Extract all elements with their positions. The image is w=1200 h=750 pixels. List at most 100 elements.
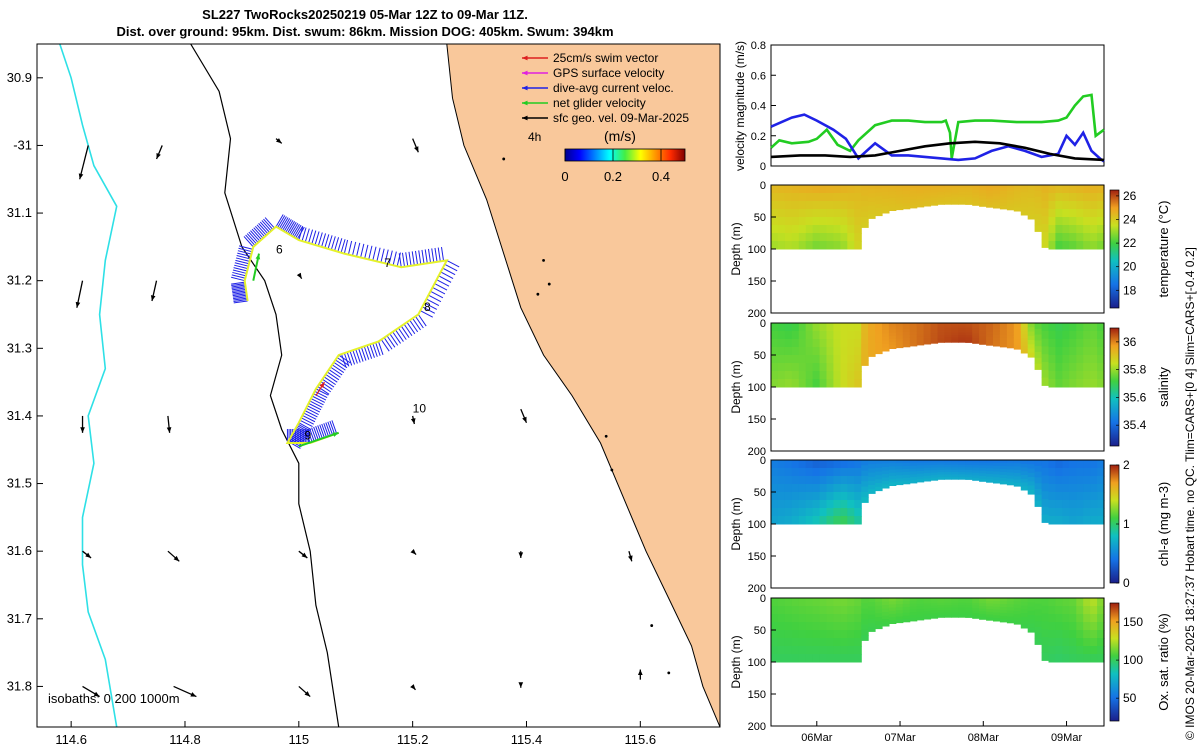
section-cell	[1055, 500, 1063, 509]
section-cell	[1013, 204, 1022, 209]
section-cell	[902, 468, 911, 473]
section-cell	[784, 622, 793, 631]
section-cell	[1062, 185, 1070, 194]
section-cell	[916, 187, 925, 191]
section-cell	[791, 638, 800, 647]
section-cell	[1006, 344, 1015, 349]
section-cell	[1006, 601, 1015, 605]
section-cell	[1020, 620, 1029, 625]
geo-velocity-arrow-9	[410, 415, 416, 425]
section-ytick-label-1: 50	[754, 625, 766, 637]
section-cell	[791, 630, 800, 639]
section-cell	[1048, 460, 1056, 469]
section-cell	[805, 339, 814, 348]
dive-avg-vector	[328, 369, 341, 378]
net-velocity-arrow-shaft	[298, 431, 339, 448]
section-cell	[951, 323, 959, 326]
section-cell	[1048, 225, 1056, 234]
section-cell	[1062, 508, 1070, 517]
map-ytick-label-2: 31.1	[7, 205, 32, 220]
dive-avg-vector	[307, 405, 321, 413]
section-cell	[902, 615, 911, 620]
section-cell	[882, 467, 890, 471]
dive-avg-vector	[358, 348, 364, 362]
dive-avg-vector	[303, 412, 317, 420]
section-cell	[840, 185, 848, 194]
section-cell	[923, 341, 932, 345]
section-cell	[999, 199, 1008, 204]
section-cell	[1006, 478, 1015, 483]
section-cell	[1097, 500, 1105, 509]
dive-avg-vector	[235, 257, 250, 262]
section-cell	[805, 233, 814, 242]
section-cell	[986, 336, 994, 341]
section-cell	[979, 608, 987, 612]
section-cell	[805, 193, 814, 202]
section-cell	[771, 217, 779, 226]
section-cell	[923, 187, 932, 191]
section-cell	[1048, 379, 1056, 388]
section-cell	[819, 460, 828, 469]
section-cell	[1041, 613, 1050, 622]
net-velocity-arrow	[298, 431, 339, 448]
geo-velocity-arrow-4-head	[75, 301, 81, 308]
section-cell	[854, 363, 862, 372]
section-cell	[1041, 637, 1050, 646]
dive-avg-vector	[293, 224, 302, 238]
section-cell	[1076, 331, 1084, 340]
geo-velocity-arrow-20-head	[410, 684, 416, 690]
section-cell	[937, 339, 945, 343]
section-cell	[1062, 363, 1070, 372]
section-cell	[972, 472, 980, 476]
section-cell	[875, 326, 883, 332]
section-cell	[1027, 185, 1036, 190]
section-cell	[979, 338, 987, 343]
section-cell	[1083, 476, 1091, 485]
section-cell	[944, 607, 952, 611]
section-cell	[840, 476, 848, 485]
section-cell	[1097, 225, 1105, 234]
section-cell	[1020, 486, 1029, 491]
section-cell	[1062, 606, 1070, 615]
section-cell	[771, 193, 779, 202]
section-cell	[1020, 323, 1029, 328]
section-cell	[833, 225, 841, 234]
section-cell	[1034, 202, 1043, 209]
section-cell	[909, 462, 918, 467]
section-cell	[930, 330, 939, 334]
section-cell	[930, 477, 939, 481]
section-cell	[1090, 209, 1098, 218]
dive-avg-vector	[317, 232, 323, 247]
section-cell	[993, 474, 1001, 478]
section-cell	[916, 609, 925, 613]
section-cell	[923, 338, 932, 342]
section-cell	[771, 598, 779, 607]
section-cell	[847, 468, 855, 477]
section-cell	[944, 598, 952, 601]
section-cell	[798, 209, 807, 218]
section-cell	[1034, 340, 1043, 347]
dive-avg-vector	[330, 236, 336, 250]
geo-velocity-arrow-6-head	[296, 272, 302, 279]
section-cell	[777, 193, 786, 202]
geo-velocity-arrow-15	[518, 551, 524, 558]
section-colorbar	[1109, 189, 1120, 309]
section-cell	[868, 352, 876, 357]
section-cell	[840, 500, 848, 509]
section-cell	[868, 464, 876, 469]
section-cell	[840, 460, 848, 469]
section-cell	[965, 464, 973, 468]
section-cell	[1048, 614, 1056, 623]
section-cell	[944, 610, 952, 613]
section-cell	[930, 335, 939, 339]
section-cell	[916, 473, 925, 477]
section-cell	[826, 379, 834, 388]
section-cell	[833, 371, 841, 380]
section-cell	[840, 371, 848, 380]
section-cell	[986, 460, 994, 464]
dive-avg-vector	[389, 333, 399, 346]
section-cell	[923, 611, 932, 615]
dive-avg-vector	[231, 281, 246, 285]
section-cell	[798, 233, 807, 242]
section-cell	[875, 460, 883, 465]
